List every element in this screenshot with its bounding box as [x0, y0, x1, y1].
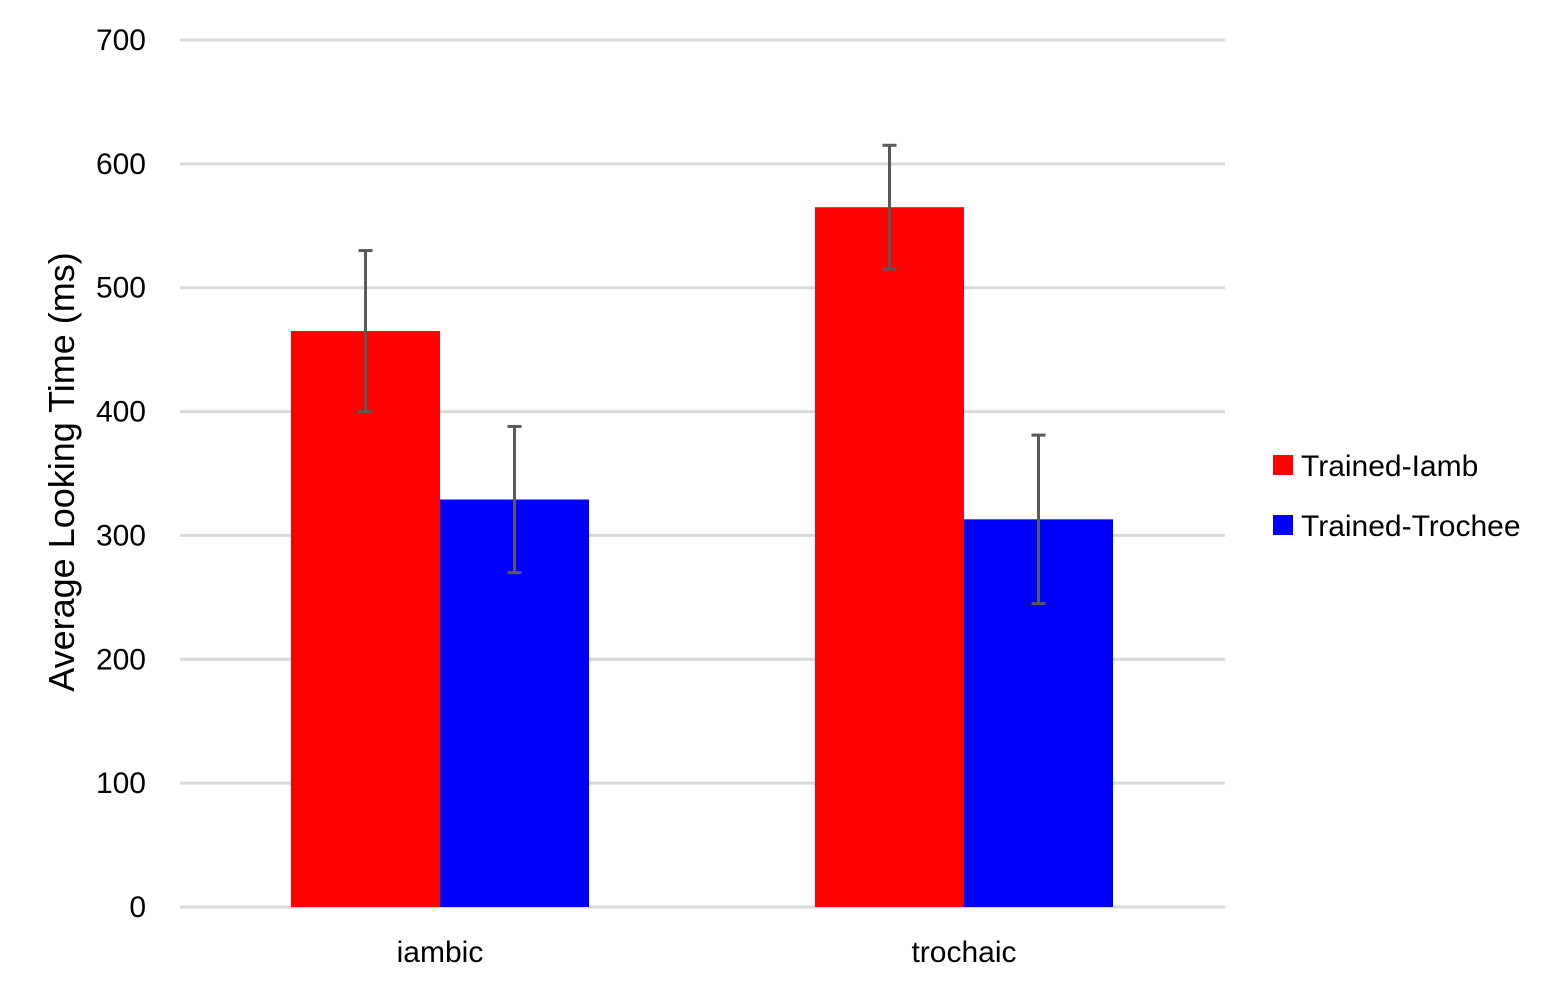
y-axis-title: Average Looking Time (ms)	[41, 252, 82, 692]
bars	[291, 207, 1113, 907]
error-bar-trained-iamb-trochaic	[882, 143, 897, 271]
y-tick-label-200: 200	[96, 643, 146, 676]
error-bar-trained-iamb-iambic	[358, 249, 373, 414]
y-tick-label-600: 600	[96, 148, 146, 181]
y-tick-label-100: 100	[96, 767, 146, 800]
y-tick-label-400: 400	[96, 396, 146, 429]
legend-item-trained-iamb: Trained-Iamb	[1273, 450, 1478, 483]
legend: Trained-Iamb Trained-Trochee	[1273, 450, 1521, 543]
y-tick-label-700: 700	[96, 24, 146, 57]
x-category-label-trochaic: trochaic	[911, 936, 1016, 969]
y-tick-label-300: 300	[96, 519, 146, 552]
error-bars	[358, 143, 1046, 606]
legend-label: Trained-Trochee	[1301, 510, 1521, 543]
bar-trained-iamb-trochaic	[815, 207, 964, 907]
x-category-labels: iambic trochaic	[397, 936, 1017, 969]
legend-item-trained-trochee: Trained-Trochee	[1273, 510, 1521, 543]
legend-swatch	[1273, 455, 1293, 475]
error-bar-trained-trochee-trochaic	[1031, 433, 1046, 606]
y-tick-label-500: 500	[96, 272, 146, 305]
y-tick-labels: 0 100 200 300 400 500 600 700	[96, 24, 146, 924]
y-tick-label-0: 0	[129, 891, 146, 924]
bar-trained-iamb-iambic	[291, 331, 440, 907]
legend-label: Trained-Iamb	[1301, 450, 1478, 483]
x-category-label-iambic: iambic	[397, 936, 484, 969]
error-bar-trained-trochee-iambic	[507, 424, 522, 575]
legend-swatch	[1273, 515, 1293, 535]
